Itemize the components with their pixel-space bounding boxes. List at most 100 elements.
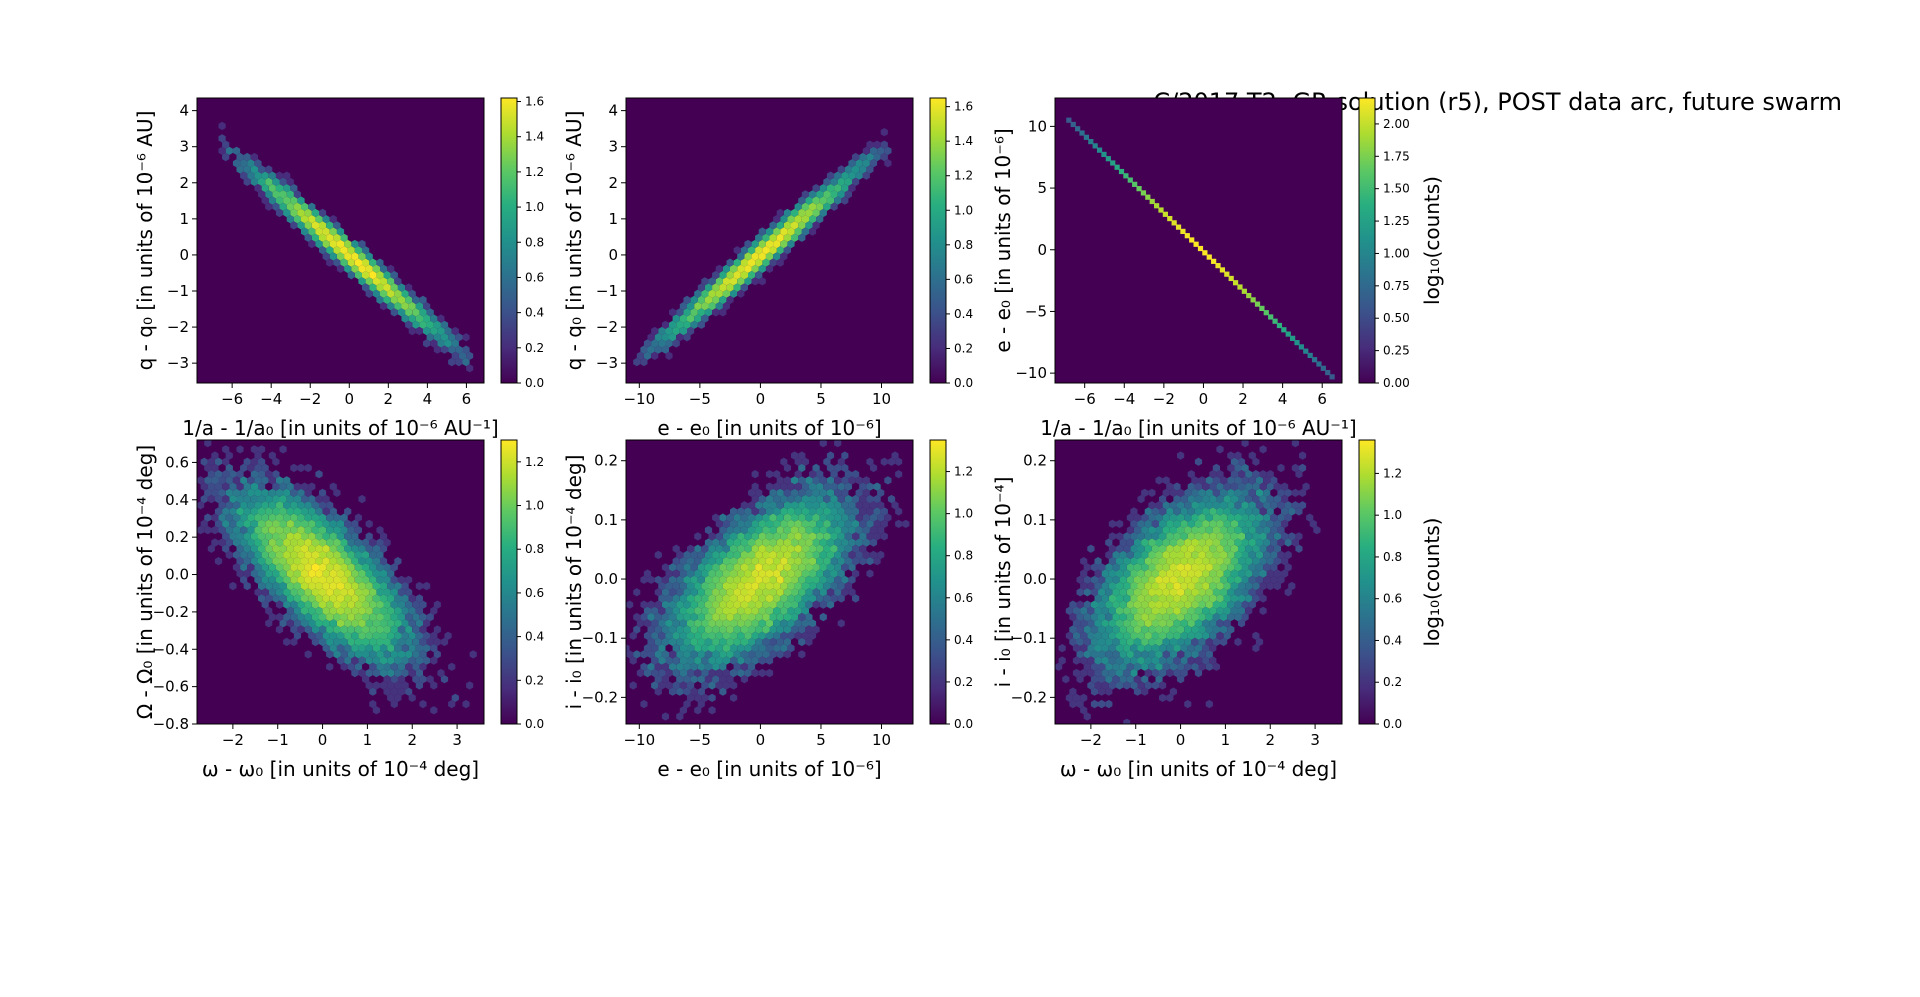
hexbin-cell — [852, 532, 860, 541]
hexbin-cell — [647, 612, 655, 622]
hexbin-cell — [873, 140, 881, 149]
hexbin-cell — [690, 575, 698, 584]
hexbin-cell — [1148, 588, 1156, 597]
hexbin-cell — [1212, 526, 1220, 535]
hexbin-cell — [712, 283, 720, 292]
hexbin-cell — [261, 488, 269, 497]
hexbin-cell — [301, 532, 309, 541]
hexbin-cell — [236, 482, 244, 491]
hexbin-cell — [726, 283, 734, 292]
hexbin-cell — [1123, 718, 1131, 724]
hexbin-cell — [394, 693, 402, 702]
hexbin-cell — [762, 575, 770, 584]
hexbin-cell — [358, 619, 366, 628]
hexbin-cell — [816, 202, 824, 211]
hexbin-cell — [405, 588, 413, 597]
hexbin-cell — [1266, 544, 1274, 553]
colorbar-tick-label: 0.8 — [954, 238, 973, 252]
hexbin-cell — [1194, 507, 1203, 516]
hexbin-cell — [225, 526, 233, 535]
hexbin-cell — [329, 644, 337, 653]
hexbin-cell — [362, 258, 370, 267]
hexbin-cell — [1108, 681, 1116, 690]
hexbin-cell — [250, 165, 258, 174]
hexbin-cell — [258, 177, 266, 186]
hexbin-cell — [275, 488, 284, 497]
hexbin-cell — [440, 333, 449, 342]
hexbin-cell — [1123, 544, 1131, 553]
hexbin-cell — [1291, 440, 1299, 448]
hexbin-cell — [336, 631, 345, 640]
hexbin-cell — [1255, 550, 1264, 560]
hexbin-cell — [466, 351, 474, 360]
hexbin-cell — [1238, 544, 1246, 553]
hexbin-cell — [1184, 637, 1192, 647]
hexbin-cell — [1148, 637, 1156, 647]
hexbin-cell — [679, 594, 687, 603]
hexbin-cell — [261, 476, 269, 485]
hexbin-cell — [376, 588, 384, 597]
hexbin-cell — [1162, 625, 1170, 634]
hexbin-cell — [1263, 310, 1269, 316]
hexbin-cell — [397, 662, 406, 671]
hexbin-cell — [1090, 625, 1099, 634]
hexbin-cell — [715, 264, 723, 273]
hexbin-cell — [444, 631, 452, 640]
hexbin-cell — [740, 637, 748, 647]
hexbin-cell — [315, 606, 323, 615]
hexbin-cell — [1252, 532, 1260, 541]
hexbin-cell — [712, 575, 720, 584]
hexbin-cell — [826, 488, 835, 497]
hexbin-cell — [351, 532, 359, 541]
hexbin-cell — [823, 507, 831, 516]
hexbin-cell — [214, 482, 223, 491]
hexbin-cell — [440, 675, 449, 684]
hexbin-cell — [1252, 470, 1260, 479]
hexbin-cell — [776, 538, 784, 547]
hexbin-cell — [658, 656, 666, 665]
hexbin-cell — [1255, 637, 1264, 647]
hexbin-cell — [265, 177, 273, 186]
hexbin-cell — [708, 668, 716, 678]
hexbin-cell — [902, 519, 910, 528]
hexbin-cell — [744, 507, 752, 516]
hexbin-cell — [773, 606, 781, 615]
hexbin-cell — [1212, 600, 1220, 609]
hexbin-cell — [1151, 594, 1159, 603]
hexbin-cell — [1105, 675, 1113, 684]
hexbin-cell — [719, 650, 727, 659]
hexbin-cell — [870, 146, 878, 155]
hexbin-cell — [297, 463, 305, 473]
hexbin-cell — [268, 575, 276, 584]
hexbin-cell — [261, 538, 269, 547]
hexbin-cell — [687, 569, 695, 578]
hexbin-cell — [254, 488, 262, 497]
hexbin-cell — [243, 177, 251, 186]
hexbin-cell — [1187, 656, 1195, 665]
hexbin-cell — [1079, 130, 1085, 136]
hexbin-cell — [1284, 501, 1292, 510]
hexbin-cell — [1248, 550, 1256, 560]
hexbin-cell — [319, 513, 327, 522]
hexbin-cell — [1234, 501, 1242, 510]
hexbin-cell — [783, 538, 791, 547]
hexbin-cell — [1238, 557, 1246, 566]
hexbin-cell — [1238, 532, 1246, 541]
hexbin-cell — [765, 606, 774, 615]
hexbin-cell — [265, 470, 273, 479]
hexbin-cell — [870, 463, 878, 473]
hexbin-cell — [805, 575, 813, 584]
hexbin-cell — [694, 619, 702, 628]
hexbin-cell — [805, 221, 813, 230]
hexbin-cell — [1216, 445, 1224, 454]
hexbin-cell — [254, 463, 262, 473]
hexbin-cell — [358, 656, 366, 665]
hexbin-cell — [308, 215, 316, 224]
hexbin-cell — [687, 581, 695, 591]
hexbin-cell — [297, 600, 305, 609]
hexbin-cell — [1291, 488, 1299, 497]
hexbin-cell — [372, 619, 380, 628]
hexbin-cell — [1223, 544, 1231, 553]
hexbin-cell — [265, 569, 273, 578]
hexbin-cell — [765, 494, 774, 504]
